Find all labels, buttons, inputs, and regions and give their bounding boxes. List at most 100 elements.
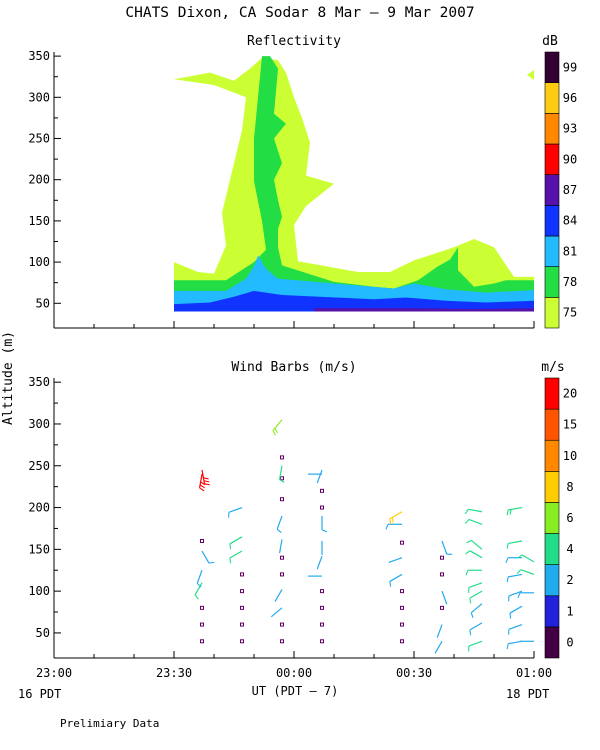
wind-colorbar-label: 1 [566, 604, 573, 618]
wind-barb [270, 607, 283, 618]
wind-barb [201, 469, 210, 486]
calm-marker [280, 639, 284, 644]
page-title: CHATS Dixon, CA Sodar 8 Mar – 9 Mar 2007 [125, 5, 474, 21]
wind-barb [434, 640, 443, 654]
wind-colorbar-label: 8 [566, 480, 573, 494]
wind-barb [389, 511, 403, 525]
barb-feather [391, 517, 394, 523]
barb-feather [506, 643, 509, 650]
barb-shaft [229, 536, 243, 545]
barb-shaft [468, 518, 483, 525]
contour-75db [174, 57, 534, 297]
wind-y-tick-label: 50 [36, 626, 50, 640]
barb-feather [203, 480, 210, 483]
barb-shaft [278, 539, 283, 554]
wind-barb [321, 515, 328, 533]
wind-colorbar-label: 10 [563, 449, 577, 463]
barb-shaft [201, 469, 206, 484]
barb-feather [321, 529, 328, 533]
barb-feather [389, 518, 392, 525]
barb-feather [517, 554, 523, 559]
wind-colorbar-swatch [544, 564, 560, 597]
barb-shaft [508, 540, 523, 545]
barb-feather [505, 557, 509, 563]
barb-feather [229, 543, 232, 550]
barb-shaft [508, 573, 523, 578]
ref-y-tick-label: 100 [28, 255, 50, 269]
barb-shaft [389, 511, 403, 520]
calm-marker [400, 622, 404, 627]
wind-barb [194, 582, 203, 600]
ref-y-tick-label: 250 [28, 132, 50, 146]
ref-colorbar-swatch [544, 235, 560, 267]
wind-colorbar-label: 6 [566, 511, 573, 525]
barb-feather [199, 487, 205, 492]
barb-shaft [389, 573, 403, 582]
wind-barb [509, 605, 523, 619]
barb-shaft [196, 570, 203, 584]
wind-barb [468, 640, 483, 652]
wind-colorbar: 0 1 2 4 6 8 10 15 20 [544, 377, 577, 659]
barb-shaft [228, 506, 243, 513]
calm-marker [320, 488, 324, 493]
barb-feather [229, 557, 232, 564]
barb-feather [506, 543, 509, 549]
wind-y-tick-label: 300 [28, 417, 50, 431]
wind-barb [389, 573, 403, 587]
barb-shaft [441, 540, 448, 555]
barb-shaft [508, 506, 523, 511]
ref-colorbar-swatch [544, 205, 560, 237]
barb-shaft [276, 515, 283, 530]
barb-shaft [316, 555, 323, 570]
x-tick-label: 23:00 [36, 666, 72, 680]
barb-feather [194, 594, 199, 600]
wind-colorbar-label: 2 [566, 573, 573, 587]
ref-y-tick-label: 300 [28, 90, 50, 104]
ref-colorbar-label: 78 [563, 275, 577, 289]
calm-marker [320, 639, 324, 644]
calm-marker [240, 589, 244, 594]
wind-barb [506, 540, 523, 549]
footnote: Prelimiary Data [60, 717, 159, 730]
barb-shaft [272, 419, 283, 431]
ref-colorbar-label: 99 [563, 60, 577, 74]
wind-units-label: m/s [541, 360, 564, 375]
wind-colorbar-label: 4 [566, 542, 573, 556]
barb-shaft [434, 640, 443, 654]
barb-feather [506, 509, 509, 516]
calm-marker [240, 622, 244, 627]
wind-panel-title: Wind Barbs (m/s) [231, 360, 356, 375]
barb-shaft [229, 550, 243, 559]
wind-barb [441, 590, 448, 605]
barb-feather [516, 569, 522, 575]
barb-shaft [201, 550, 210, 564]
wind-barb [516, 569, 535, 575]
wind-barb [229, 550, 243, 564]
ref-axes: 50 100 150 200 250 300 350 [28, 49, 535, 329]
ref-colorbar-label: 90 [563, 152, 577, 166]
ref-colorbar-swatch [544, 297, 560, 329]
barb-feather [464, 509, 469, 515]
barb-shaft [520, 569, 535, 575]
wind-colorbar-swatch [544, 471, 560, 503]
wind-barb [385, 523, 402, 530]
barb-feather [470, 612, 474, 618]
ref-colorbar-label: 87 [563, 183, 577, 197]
barb-feather [465, 550, 471, 555]
wind-y-tick-label: 100 [28, 584, 50, 598]
ref-colorbar-label: 93 [563, 122, 577, 136]
calm-marker [200, 622, 204, 627]
wind-colorbar-swatch [544, 626, 560, 659]
barb-shaft [521, 554, 535, 563]
wind-barb [316, 469, 323, 484]
wind-barb [229, 536, 243, 550]
calm-marker [280, 497, 284, 502]
wind-barb [505, 557, 522, 563]
ref-y-tick-label: 200 [28, 173, 50, 187]
barb-shaft [469, 622, 483, 631]
barb-feather [203, 477, 209, 480]
wind-y-tick-label: 150 [28, 542, 50, 556]
wind-barb [228, 506, 243, 518]
wind-colorbar-label: 20 [563, 387, 577, 401]
wind-barb [466, 539, 483, 550]
